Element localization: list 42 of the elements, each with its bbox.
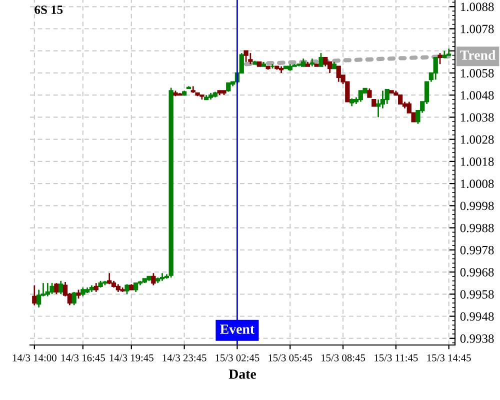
candlestick: [32, 284, 37, 306]
candlestick: [433, 56, 438, 80]
candlestick: [151, 272, 156, 286]
y-tick-label: 1.0088: [460, 2, 494, 12]
candlestick: [318, 52, 324, 68]
candlestick: [50, 282, 54, 295]
x-tick-label: 15/3 11:45: [374, 354, 418, 362]
x-axis-title: Date: [228, 370, 256, 379]
y-tick-label: 0.9958: [460, 290, 494, 299]
y-tick-label: 0.9978: [460, 246, 494, 254]
candlestick: [72, 291, 76, 306]
candlestick: [327, 61, 332, 74]
x-tick-label: 14/3 23:45: [162, 354, 206, 362]
y-tick-label: 0.9968: [460, 268, 494, 277]
y-tick-label: 1.0008: [460, 180, 494, 188]
ref-line-label: Event: [220, 324, 255, 334]
x-tick-label: 14/3 14:00: [12, 354, 56, 362]
x-tick-label: 14/3 16:45: [61, 354, 105, 362]
candlestick: [384, 88, 390, 105]
chart-title: 6S 15: [34, 6, 63, 14]
y-tick-label: 0.9948: [460, 312, 494, 321]
y-tick-label: 1.0028: [460, 135, 494, 144]
y-tick-label: 1.0018: [460, 157, 494, 166]
x-tick-label: 15/3 02:45: [216, 354, 260, 362]
x-tick-label: 14/3 19:45: [110, 354, 154, 362]
series-label: Trend: [460, 50, 496, 60]
y-tick-label: 0.9938: [460, 334, 494, 343]
y-tick-label: 1.0048: [460, 91, 494, 100]
y-tick-label: 1.0038: [460, 113, 494, 122]
candlestick: [107, 272, 112, 285]
x-tick-label: 15/3 05:45: [268, 354, 312, 362]
y-tick-label: 1.0078: [460, 24, 494, 34]
candlestick: [58, 280, 64, 295]
x-tick-label: 15/3 08:45: [322, 354, 366, 362]
x-tick-label: 15/3 14:45: [427, 354, 471, 362]
candlestick: [54, 282, 59, 295]
candlestick: [124, 283, 130, 295]
y-tick-label: 1.0058: [460, 69, 494, 78]
candlestick: [438, 52, 442, 65]
y-tick-label: 0.9998: [460, 202, 494, 210]
y-tick-label: 0.9988: [460, 224, 494, 232]
candlestick: [45, 282, 50, 298]
